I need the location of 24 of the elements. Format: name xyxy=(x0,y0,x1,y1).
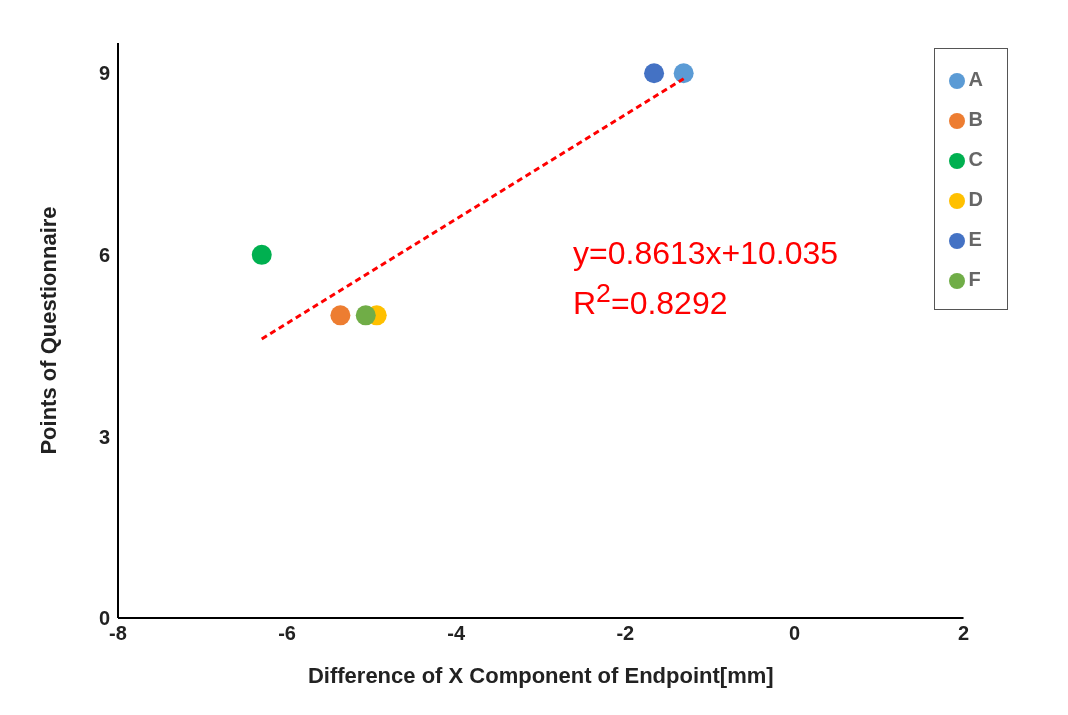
y-tick-label: 3 xyxy=(98,425,110,448)
x-tick-label: -6 xyxy=(278,622,297,645)
point xyxy=(330,305,351,326)
legend-label: B xyxy=(968,108,983,130)
x-tick-label: -2 xyxy=(616,622,635,645)
y-tick-label: 6 xyxy=(98,243,110,266)
legend-label: C xyxy=(968,148,983,170)
legend-label: F xyxy=(968,268,981,290)
x-tick-label: -4 xyxy=(447,622,466,645)
point xyxy=(673,63,694,84)
x-tick-label: 2 xyxy=(957,622,970,645)
legend-label: E xyxy=(968,228,982,250)
point xyxy=(644,63,665,84)
x-axis-title: Difference of X Component of Endpoint[mm] xyxy=(307,663,774,688)
y-tick-label: 9 xyxy=(98,62,110,85)
legend-label: A xyxy=(968,68,983,90)
y-axis-title: Points of Questionnaire xyxy=(35,206,61,455)
point xyxy=(355,305,376,326)
x-tick-label: 0 xyxy=(788,622,800,645)
x-tick-label: -8 xyxy=(109,622,127,645)
point xyxy=(251,244,272,265)
y-tick-label: 0 xyxy=(98,607,110,630)
equation-text: y=0.8613x+10.035 R$^{2}$=0.8292 xyxy=(573,234,839,323)
legend-label: D xyxy=(968,188,983,210)
